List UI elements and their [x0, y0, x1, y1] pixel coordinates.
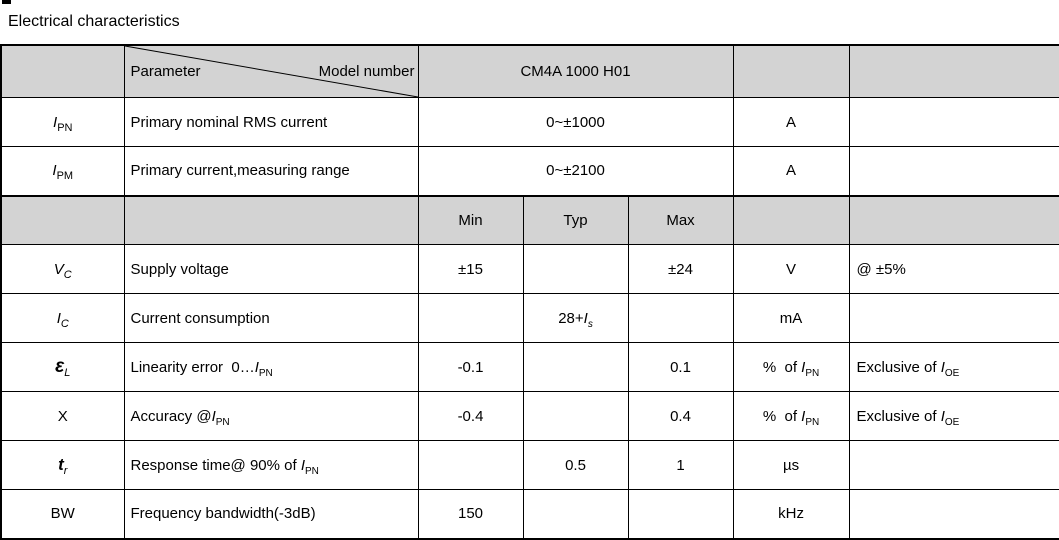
cell-parameter: Primary current,measuring range [123, 146, 419, 196]
cell-max [627, 293, 734, 343]
cell-min [417, 440, 524, 490]
cell-model-number: CM4A 1000 H01 [417, 44, 734, 98]
cell-parameter: Linearity error 0…IPN [123, 342, 419, 392]
cell-typ: 0.5 [522, 440, 629, 490]
cell-symbol: εL [0, 342, 125, 392]
cell-typ [522, 342, 629, 392]
scan-artifact [2, 0, 11, 4]
electrical-characteristics-table: Parameter Model number CM4A 1000 H01 IPN… [0, 44, 1059, 540]
table-row-ipn: IPN Primary nominal RMS current 0~±1000 … [0, 97, 1059, 147]
cell-parameter: Response time@ 90% of IPN [123, 440, 419, 490]
cell-symbol: BW [0, 489, 125, 539]
cell-subheader-typ: Typ [522, 194, 629, 245]
cell-header-diagonal: Parameter Model number [123, 44, 419, 98]
cell-note [848, 146, 1059, 196]
cell-min [417, 293, 524, 343]
cell-subheader-max: Max [627, 194, 734, 245]
diagonal-line [125, 46, 417, 97]
table-row-ic: IC Current consumption 28+Is mA [0, 293, 1059, 343]
table-subheader-row: Min Typ Max [0, 194, 1059, 245]
cell-unit: V [732, 244, 850, 294]
cell-range: 0~±2100 [417, 146, 734, 196]
cell-note [848, 440, 1059, 490]
cell-typ [522, 244, 629, 294]
cell-symbol: tr [0, 440, 125, 490]
cell-parameter: Primary nominal RMS current [123, 97, 419, 147]
header-model-label: Model number [318, 63, 415, 80]
cell-min: 150 [417, 489, 524, 539]
cell-header-symbol [0, 44, 125, 98]
cell-unit: % of IPN [732, 342, 850, 392]
cell-unit: kHz [732, 489, 850, 539]
cell-parameter: Frequency bandwidth(-3dB) [123, 489, 419, 539]
cell-subheader-unit [732, 194, 850, 245]
cell-min: -0.1 [417, 342, 524, 392]
cell-min: -0.4 [417, 391, 524, 441]
cell-symbol: IPN [0, 97, 125, 147]
cell-header-unit [732, 44, 850, 98]
cell-parameter: Supply voltage [123, 244, 419, 294]
header-parameter-label: Parameter [130, 63, 201, 80]
table-row-vc: VC Supply voltage ±15 ±24 V @ ±5% [0, 244, 1059, 294]
table-row-linearity: εL Linearity error 0…IPN -0.1 0.1 % of I… [0, 342, 1059, 392]
cell-typ: 28+Is [522, 293, 629, 343]
cell-note [848, 293, 1059, 343]
cell-subheader-note [848, 194, 1059, 245]
cell-note: @ ±5% [848, 244, 1059, 294]
cell-parameter: Current consumption [123, 293, 419, 343]
cell-symbol: IPM [0, 146, 125, 196]
cell-typ [522, 489, 629, 539]
cell-range: 0~±1000 [417, 97, 734, 147]
cell-note: Exclusive of IOE [848, 391, 1059, 441]
page-title: Electrical characteristics [8, 13, 180, 30]
cell-max [627, 489, 734, 539]
cell-symbol: X [0, 391, 125, 441]
cell-unit: A [732, 146, 850, 196]
cell-max: 0.4 [627, 391, 734, 441]
cell-max: ±24 [627, 244, 734, 294]
cell-note: Exclusive of IOE [848, 342, 1059, 392]
cell-unit: A [732, 97, 850, 147]
cell-note [848, 97, 1059, 147]
table-header-row: Parameter Model number CM4A 1000 H01 [0, 44, 1059, 98]
cell-min: ±15 [417, 244, 524, 294]
table-row-ipm: IPM Primary current,measuring range 0~±2… [0, 146, 1059, 196]
cell-unit: % of IPN [732, 391, 850, 441]
table-row-accuracy: X Accuracy @IPN -0.4 0.4 % of IPN Exclus… [0, 391, 1059, 441]
cell-note [848, 489, 1059, 539]
table-row-response-time: tr Response time@ 90% of IPN 0.5 1 µs [0, 440, 1059, 490]
cell-symbol: VC [0, 244, 125, 294]
cell-max: 1 [627, 440, 734, 490]
cell-unit: mA [732, 293, 850, 343]
cell-symbol: IC [0, 293, 125, 343]
table-row-bandwidth: BW Frequency bandwidth(-3dB) 150 kHz [0, 489, 1059, 539]
cell-subheader-parameter [123, 194, 419, 245]
cell-unit: µs [732, 440, 850, 490]
cell-max: 0.1 [627, 342, 734, 392]
diagonal-split-cell: Parameter Model number [125, 46, 417, 97]
cell-typ [522, 391, 629, 441]
cell-header-note [848, 44, 1059, 98]
cell-subheader-symbol [0, 194, 125, 245]
cell-parameter: Accuracy @IPN [123, 391, 419, 441]
cell-subheader-min: Min [417, 194, 524, 245]
